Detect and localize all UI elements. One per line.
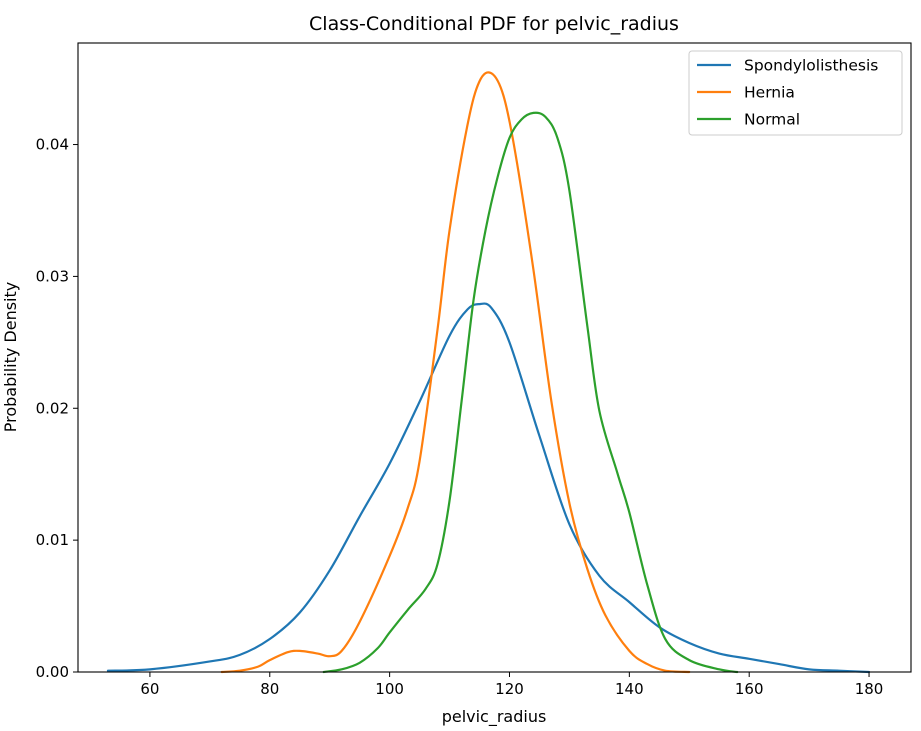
y-axis-ticks: 0.00 0.01 0.02 0.03 0.04 bbox=[36, 136, 78, 681]
legend-label-spondylolisthesis: Spondylolisthesis bbox=[744, 57, 878, 75]
series-layer bbox=[106, 71, 871, 674]
x-tick-label: 160 bbox=[735, 680, 764, 698]
x-tick-label: 60 bbox=[140, 680, 159, 698]
x-tick-label: 140 bbox=[615, 680, 644, 698]
y-axis-label: Probability Density bbox=[1, 282, 20, 433]
plot-frame bbox=[77, 42, 912, 673]
y-tick-label: 0.04 bbox=[36, 136, 69, 154]
x-tick-label: 120 bbox=[495, 680, 524, 698]
series-line-normal bbox=[322, 111, 739, 674]
x-tick-label: 100 bbox=[375, 680, 404, 698]
series-line-hernia bbox=[220, 71, 691, 674]
y-tick-label: 0.01 bbox=[36, 531, 69, 549]
y-tick-label: 0.00 bbox=[36, 663, 69, 681]
x-axis-label: pelvic_radius bbox=[442, 707, 547, 727]
x-axis-ticks: 60 80 100 120 140 160 180 bbox=[140, 672, 883, 698]
y-tick-label: 0.03 bbox=[36, 267, 69, 285]
x-tick-label: 80 bbox=[260, 680, 279, 698]
legend-label-hernia: Hernia bbox=[744, 84, 795, 102]
chart-title: Class-Conditional PDF for pelvic_radius bbox=[309, 13, 679, 35]
legend: Spondylolisthesis Hernia Normal bbox=[688, 50, 903, 136]
x-tick-label: 180 bbox=[855, 680, 884, 698]
series-line-spondylolisthesis bbox=[106, 302, 871, 674]
legend-label-normal: Normal bbox=[744, 111, 800, 129]
y-tick-label: 0.02 bbox=[36, 399, 69, 417]
legend-frame bbox=[688, 50, 903, 136]
